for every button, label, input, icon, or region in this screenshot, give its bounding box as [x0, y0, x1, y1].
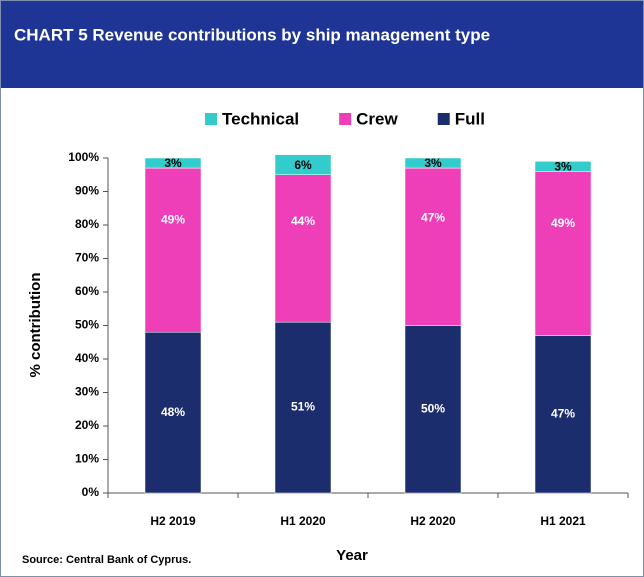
y-tick-label: 20% — [75, 418, 99, 432]
y-tick-label: 50% — [75, 318, 99, 332]
y-tick-label: 70% — [75, 251, 99, 265]
y-tick-label: 100% — [68, 150, 99, 164]
bar-segment — [404, 325, 462, 494]
y-tick-label: 0% — [82, 485, 100, 499]
legend-swatch — [437, 113, 450, 125]
data-label: 51% — [291, 400, 315, 414]
header-band — [1, 1, 643, 88]
bar-segment — [534, 171, 592, 336]
data-label: 6% — [294, 158, 312, 172]
bar-segment — [404, 167, 462, 326]
legend-label: Crew — [356, 109, 398, 128]
y-tick-label: 60% — [75, 284, 99, 298]
data-label: 49% — [551, 216, 575, 230]
x-tick-label: H2 2019 — [150, 514, 196, 528]
y-tick-label: 30% — [75, 385, 99, 399]
y-tick-label: 10% — [75, 452, 99, 466]
x-tick-label: H1 2021 — [540, 514, 586, 528]
bar-segment — [144, 167, 202, 333]
x-axis-title: Year — [336, 547, 368, 564]
bar-segment — [274, 321, 332, 494]
y-axis-title: % contribution — [27, 273, 44, 378]
data-label: 3% — [164, 156, 182, 170]
chart-title: CHART 5 Revenue contributions by ship ma… — [14, 25, 490, 44]
bar-segment — [144, 157, 202, 169]
data-label: 47% — [421, 211, 445, 225]
data-label: 44% — [291, 214, 315, 228]
bar-segment — [534, 335, 592, 494]
bar-segment — [144, 331, 202, 494]
data-label: 47% — [551, 406, 575, 420]
x-tick-label: H2 2020 — [410, 514, 456, 528]
data-label: 3% — [554, 160, 572, 174]
x-tick-label: H1 2020 — [280, 514, 326, 528]
y-tick-label: 40% — [75, 351, 99, 365]
data-label: 3% — [424, 156, 442, 170]
bar-segment — [404, 157, 462, 169]
data-label: 48% — [161, 405, 185, 419]
data-label: 49% — [161, 213, 185, 227]
y-tick-label: 90% — [75, 184, 99, 198]
bar-segment — [274, 154, 332, 175]
data-label: 50% — [421, 401, 445, 415]
bar-segment — [274, 174, 332, 323]
legend-swatch — [339, 113, 352, 125]
legend-label: Technical — [222, 109, 299, 128]
y-tick-label: 80% — [75, 217, 99, 231]
source-note: Source: Central Bank of Cyprus. — [22, 554, 191, 566]
bar-segment — [534, 161, 592, 172]
legend-swatch — [205, 113, 217, 125]
legend-label: Full — [455, 109, 485, 128]
